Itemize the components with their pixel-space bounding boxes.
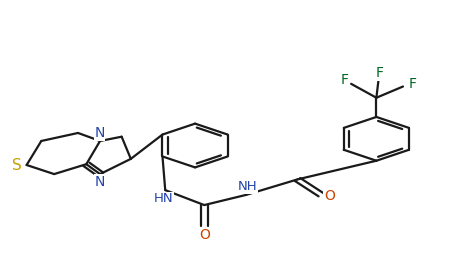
Text: S: S (11, 158, 22, 172)
Text: O: O (324, 189, 335, 203)
Text: N: N (95, 175, 105, 189)
Text: O: O (199, 228, 210, 242)
Text: N: N (95, 126, 105, 140)
Text: F: F (375, 66, 384, 80)
Text: F: F (408, 77, 416, 91)
Text: NH: NH (238, 180, 257, 193)
Text: F: F (341, 73, 349, 87)
Text: HN: HN (154, 193, 173, 205)
